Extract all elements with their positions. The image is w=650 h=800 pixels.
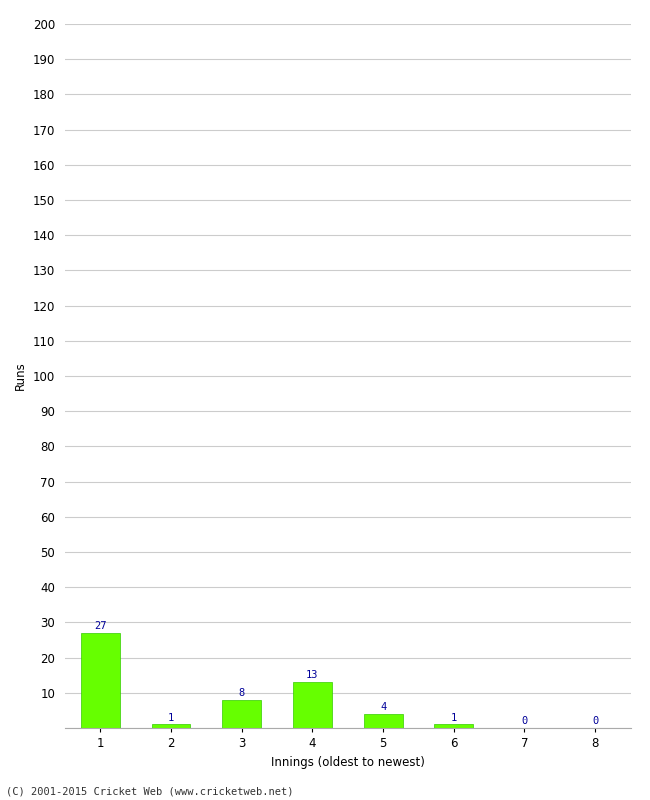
Text: 8: 8 (239, 688, 245, 698)
Text: (C) 2001-2015 Cricket Web (www.cricketweb.net): (C) 2001-2015 Cricket Web (www.cricketwe… (6, 786, 294, 796)
X-axis label: Innings (oldest to newest): Innings (oldest to newest) (271, 755, 424, 769)
Y-axis label: Runs: Runs (14, 362, 27, 390)
Bar (151, 725, 190, 728)
Bar (293, 682, 332, 728)
Text: 0: 0 (592, 716, 598, 726)
Text: 4: 4 (380, 702, 386, 712)
Text: 13: 13 (306, 670, 318, 681)
Bar (81, 633, 120, 728)
Bar (363, 714, 402, 728)
Text: 1: 1 (168, 713, 174, 722)
Bar (434, 725, 473, 728)
Text: 0: 0 (521, 716, 528, 726)
Bar (222, 700, 261, 728)
Text: 1: 1 (450, 713, 457, 722)
Text: 27: 27 (94, 622, 107, 631)
